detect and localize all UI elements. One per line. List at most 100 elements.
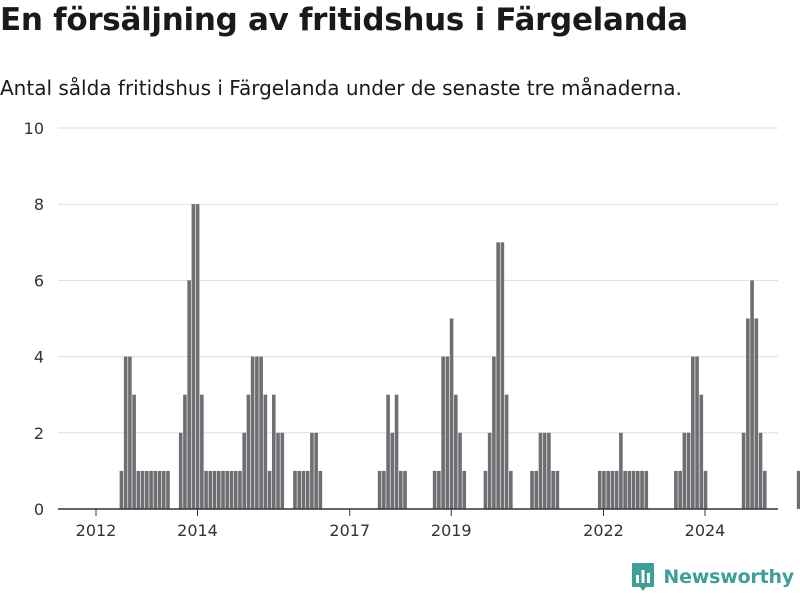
bar [195,204,200,509]
bar [229,470,234,509]
bar [597,470,602,509]
bar [483,470,488,509]
bar [157,470,162,509]
bar [458,432,462,509]
newsworthy-icon [632,563,655,591]
bar [246,394,251,509]
bar-chart: 02468101201220142017201920222024 [24,119,800,540]
bar [487,432,492,509]
bar [741,432,746,509]
bar [259,356,263,509]
bar [242,432,246,509]
bar [691,356,695,509]
bar [216,470,221,509]
bar [699,394,704,509]
bar [119,470,124,509]
bar [301,470,306,509]
y-tick-label: 6 [34,271,44,290]
bar [762,470,767,509]
y-tick-label: 2 [34,424,44,443]
newsworthy-logo: Newsworthy [631,562,794,592]
bar [542,432,547,509]
bar [504,394,509,509]
bar [191,204,196,509]
bar [796,470,800,509]
bar [403,470,407,509]
bar [551,470,555,509]
bar [534,470,539,509]
bar [398,470,403,509]
bar [263,394,268,509]
bar [449,318,454,509]
bar [754,318,759,509]
bar [627,470,632,509]
bar [445,356,450,509]
bar [602,470,606,509]
bar [149,470,153,509]
bar [695,356,699,509]
bar [530,470,534,509]
y-tick-label: 4 [34,348,44,367]
bar [441,356,445,509]
bar [212,470,217,509]
x-tick-label: 2012 [76,521,117,540]
bar [610,470,615,509]
x-tick-label: 2024 [685,521,726,540]
bar [208,470,213,509]
bar [758,432,763,509]
bar [674,470,678,509]
x-tick-label: 2017 [329,521,370,540]
bar [145,470,149,509]
chart-title: En försäljning av fritidshus i Färgeland… [0,2,688,38]
x-tick-label: 2014 [177,521,218,540]
bar [678,470,682,509]
bar [496,242,500,510]
bar [178,432,183,509]
bar [682,432,687,509]
bar [492,356,496,509]
bar [293,470,297,509]
bar [746,318,750,509]
bar [750,280,754,509]
bar [161,470,166,509]
chart-subtitle: Antal sålda fritidshus i Färgelanda unde… [0,76,682,100]
bar [509,470,513,509]
bar [183,394,187,509]
bar [394,394,399,509]
bar [276,432,280,509]
x-tick-label: 2019 [431,521,472,540]
bar [140,470,145,509]
bar [128,356,132,509]
brand-name: Newsworthy [663,566,794,588]
bar [432,470,437,509]
bar [310,432,314,509]
bar [500,242,505,510]
bar [606,470,610,509]
bar [225,470,230,509]
bar [636,470,640,509]
bar [221,470,225,509]
bar [187,280,191,509]
bar [547,432,551,509]
bar [314,432,318,509]
bar [640,470,644,509]
bar [631,470,636,509]
bar [200,394,204,509]
bar [386,394,390,509]
y-tick-label: 0 [34,500,44,519]
bar [318,470,323,509]
bar [437,470,441,509]
bar [644,470,649,509]
bar [390,432,395,509]
bar [623,470,627,509]
bar [255,356,259,509]
y-tick-label: 8 [34,195,44,214]
bar [204,470,208,509]
bar [454,394,458,509]
bar [250,356,255,509]
bar [619,432,623,509]
bar [238,470,242,509]
bar [382,470,386,509]
y-tick-label: 10 [24,119,44,138]
bar [280,432,285,509]
